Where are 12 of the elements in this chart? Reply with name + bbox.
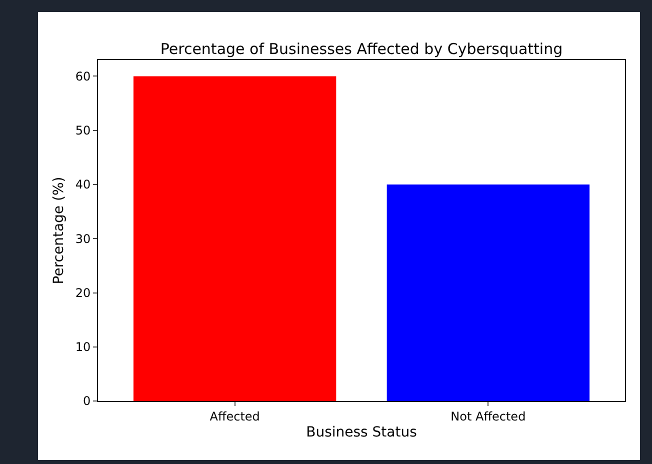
y-tick-label: 60 <box>75 69 91 84</box>
y-tick-label: 10 <box>75 340 91 354</box>
x-tick-label: Affected <box>210 409 260 424</box>
x-tick-label: Not Affected <box>450 409 526 424</box>
y-tick-label: 40 <box>75 178 91 192</box>
x-axis-title: Business Status <box>306 424 417 441</box>
y-axis-title: Percentage (%) <box>50 176 67 284</box>
y-tick-label: 0 <box>82 394 91 408</box>
y-tick-label: 20 <box>75 286 91 300</box>
chart-title: Percentage of Businesses Affected by Cybersquatting <box>160 40 563 58</box>
y-tick-label: 50 <box>75 124 91 138</box>
y-tick-label: 30 <box>75 232 91 246</box>
